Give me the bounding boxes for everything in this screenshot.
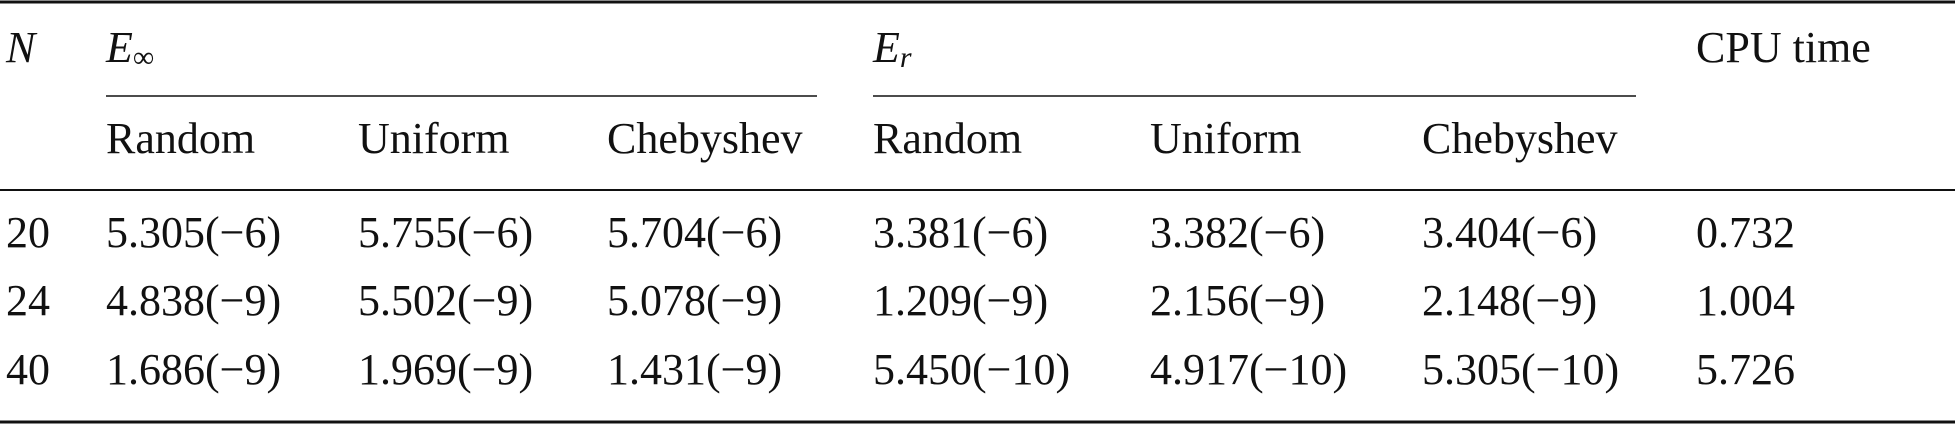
table-cell: 4.838(−9) <box>106 276 281 325</box>
table-cell: 1.431(−9) <box>607 345 782 394</box>
header-e-inf-sub: ∞ <box>133 41 154 74</box>
header-e-r: Er <box>872 23 912 74</box>
table-cell: 5.755(−6) <box>358 208 533 257</box>
table-cell: 1.969(−9) <box>358 345 533 394</box>
table-cell: 3.381(−6) <box>873 208 1048 257</box>
table-cell: 40 <box>6 345 50 394</box>
table-cell: 5.305(−6) <box>106 208 281 257</box>
subheader-cell: Chebyshev <box>607 114 803 163</box>
subheader-cell: Uniform <box>358 114 510 163</box>
table-cell: 2.156(−9) <box>1150 276 1325 325</box>
table-cell: 1.686(−9) <box>106 345 281 394</box>
table-cell: 0.732 <box>1696 208 1795 257</box>
table-cell: 20 <box>6 208 50 257</box>
header-cpu: CPU time <box>1696 23 1871 72</box>
table-cell: 4.917(−10) <box>1150 345 1347 394</box>
table-cell: 5.450(−10) <box>873 345 1070 394</box>
table-cell: 1.209(−9) <box>873 276 1048 325</box>
subheader-cell: Random <box>106 114 255 163</box>
header-e-r-sub: r <box>900 41 912 74</box>
header-e-inf: E∞ <box>105 23 154 74</box>
table-cell: 5.502(−9) <box>358 276 533 325</box>
subheader-cell: Random <box>873 114 1022 163</box>
table-cell: 24 <box>6 276 50 325</box>
table-cell: 5.704(−6) <box>607 208 782 257</box>
table-cell: 5.726 <box>1696 345 1795 394</box>
header-n: N <box>5 23 38 72</box>
subheader-cell: Uniform <box>1150 114 1302 163</box>
table-cell: 3.382(−6) <box>1150 208 1325 257</box>
table-cell: 5.078(−9) <box>607 276 782 325</box>
table-cell: 1.004 <box>1696 276 1795 325</box>
header-e-r-main: E <box>872 23 900 72</box>
table-cell: 2.148(−9) <box>1422 276 1597 325</box>
table-cell: 3.404(−6) <box>1422 208 1597 257</box>
subheader-cell: Chebyshev <box>1422 114 1618 163</box>
table-cell: 5.305(−10) <box>1422 345 1619 394</box>
header-e-inf-main: E <box>105 23 133 72</box>
